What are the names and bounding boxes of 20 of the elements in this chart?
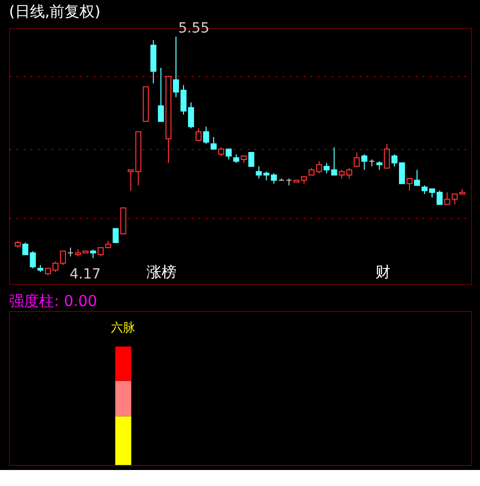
candlestick [196, 128, 202, 141]
candlestick [112, 228, 119, 243]
candlestick [203, 126, 210, 144]
candlestick [406, 178, 412, 192]
text: 六脉 [111, 320, 136, 335]
candlestick [248, 152, 254, 167]
candlestick [68, 247, 74, 257]
candlestick [361, 154, 368, 170]
annotation: 财 [376, 263, 391, 282]
annotation: 4.17 [70, 266, 101, 282]
candlestick [384, 143, 390, 169]
candlestick [414, 169, 420, 186]
candlestick [226, 148, 232, 160]
annotation: 5.55 [178, 20, 210, 37]
chart-title: (日线,前复权) [9, 2, 100, 21]
candlestick [210, 136, 217, 150]
chart-title: 强度柱: 0.00 [9, 292, 98, 310]
candlestick [158, 67, 164, 122]
annotation: 涨榜 [146, 263, 176, 282]
candlestick [354, 152, 360, 167]
